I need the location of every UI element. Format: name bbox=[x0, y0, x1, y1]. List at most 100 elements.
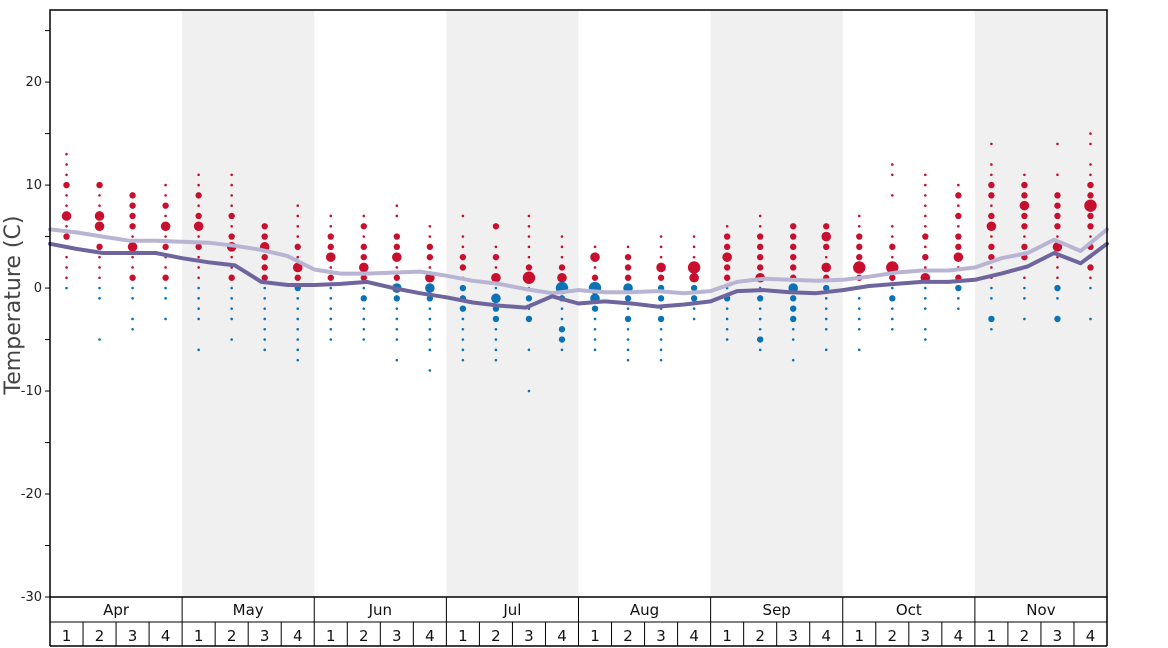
cold-dot bbox=[990, 297, 993, 300]
warm-dot bbox=[591, 274, 599, 281]
warm-dot bbox=[428, 224, 432, 228]
cold-dot bbox=[593, 327, 597, 331]
warm-dot bbox=[659, 235, 663, 238]
warm-dot bbox=[392, 252, 402, 262]
warm-dot bbox=[723, 274, 731, 281]
cold-dot bbox=[525, 315, 533, 323]
cold-dot bbox=[626, 348, 630, 352]
warm-dot bbox=[261, 253, 268, 261]
lower-temperature-line bbox=[48, 241, 1109, 310]
cold-dot bbox=[593, 348, 597, 352]
cold-dot bbox=[924, 286, 927, 290]
cold-dot bbox=[131, 286, 134, 290]
warm-dot bbox=[756, 253, 764, 261]
warm-dot bbox=[327, 274, 334, 281]
warm-dot bbox=[853, 261, 866, 274]
cold-dot bbox=[988, 315, 995, 323]
warm-dot bbox=[924, 204, 927, 207]
cold-dot bbox=[527, 348, 531, 352]
cold-dot bbox=[790, 305, 797, 312]
warm-dot bbox=[756, 243, 764, 251]
week-label: 3 bbox=[128, 627, 138, 645]
warm-dot bbox=[228, 212, 235, 220]
warm-dot bbox=[558, 264, 566, 271]
warm-dot bbox=[1021, 181, 1028, 189]
week-label: 3 bbox=[392, 627, 402, 645]
cold-dot bbox=[560, 307, 564, 310]
cold-dot bbox=[527, 389, 531, 393]
warm-dot bbox=[790, 243, 797, 251]
warm-dot bbox=[922, 233, 929, 240]
warm-dot bbox=[525, 264, 533, 271]
warm-dot bbox=[197, 235, 200, 238]
warm-dot bbox=[96, 243, 103, 251]
cold-dot bbox=[329, 338, 333, 341]
warm-dot bbox=[127, 242, 138, 252]
warm-dot bbox=[790, 223, 797, 230]
warm-dot bbox=[296, 224, 300, 228]
warm-dot bbox=[656, 262, 666, 273]
warm-dot bbox=[823, 223, 830, 230]
week-label: 4 bbox=[425, 627, 435, 645]
warm-dot bbox=[129, 202, 136, 209]
week-label: 3 bbox=[656, 627, 666, 645]
month-label-apr: Apr bbox=[103, 601, 130, 619]
warm-dot bbox=[890, 173, 894, 177]
warm-dot bbox=[955, 233, 962, 240]
warm-dot bbox=[491, 272, 501, 283]
warm-dot bbox=[990, 163, 993, 166]
warm-dot bbox=[756, 233, 764, 240]
cold-dot bbox=[725, 327, 729, 331]
cold-dot bbox=[955, 284, 962, 292]
warm-dot bbox=[162, 202, 169, 209]
cold-dot bbox=[758, 317, 762, 321]
cold-dot bbox=[790, 295, 797, 302]
cold-dot bbox=[756, 336, 764, 343]
warm-dot bbox=[98, 204, 101, 207]
cold-dot bbox=[263, 307, 267, 310]
warm-dot bbox=[988, 181, 995, 189]
cold-dot bbox=[131, 297, 134, 300]
cold-dot bbox=[296, 317, 300, 321]
warm-dot bbox=[1021, 192, 1028, 199]
warm-dot bbox=[659, 245, 663, 249]
week-label: 4 bbox=[689, 627, 699, 645]
month-shade-nov bbox=[974, 10, 1107, 597]
warm-dot bbox=[65, 266, 68, 269]
warm-dot bbox=[560, 235, 564, 238]
cold-dot bbox=[990, 327, 993, 331]
warm-dot bbox=[1089, 163, 1092, 166]
warm-dot bbox=[296, 204, 300, 207]
warm-dot bbox=[494, 266, 498, 269]
warm-dot bbox=[957, 204, 960, 207]
warm-dot bbox=[955, 192, 962, 199]
cold-dot bbox=[425, 283, 435, 293]
warm-dot bbox=[1021, 243, 1028, 251]
warm-dot bbox=[195, 192, 202, 199]
cold-dot bbox=[362, 307, 366, 310]
week-label: 1 bbox=[458, 627, 468, 645]
warm-dot bbox=[428, 235, 432, 238]
warm-dot bbox=[1054, 202, 1061, 209]
warm-dot bbox=[790, 253, 797, 261]
warm-dot bbox=[160, 221, 171, 232]
warm-dot bbox=[98, 255, 101, 259]
warm-dot bbox=[65, 255, 68, 259]
warm-dot bbox=[395, 214, 399, 218]
warm-dot bbox=[988, 253, 995, 261]
warm-dot bbox=[924, 245, 927, 249]
cold-dot bbox=[395, 358, 399, 362]
warm-dot bbox=[957, 183, 960, 187]
cold-dot bbox=[857, 348, 861, 352]
cold-dot bbox=[360, 295, 367, 302]
cold-dot bbox=[824, 317, 828, 321]
warm-dot bbox=[527, 245, 531, 249]
cold-dot bbox=[230, 307, 233, 310]
warm-dot bbox=[723, 233, 731, 240]
cold-dot bbox=[758, 327, 762, 331]
warm-dot bbox=[756, 264, 764, 271]
warm-dot bbox=[129, 274, 136, 281]
cold-dot bbox=[756, 295, 764, 302]
warm-dot bbox=[230, 183, 233, 187]
warm-dot bbox=[692, 245, 696, 249]
